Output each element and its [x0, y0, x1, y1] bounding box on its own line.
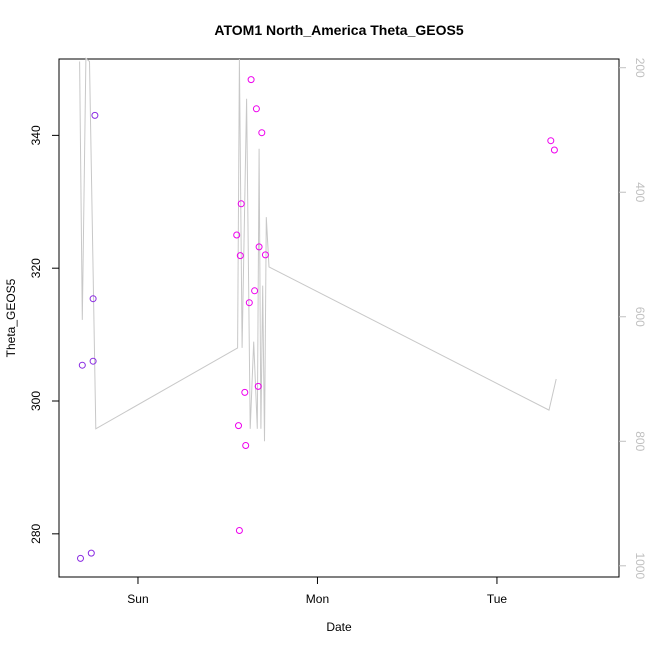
y-right-tick-label: 1000 [633, 552, 647, 579]
y-right-tick-label: 600 [633, 307, 647, 327]
data-point [254, 382, 262, 390]
data-point [241, 388, 249, 396]
y-axis-right: 200 400 600 800 1000 [619, 58, 647, 579]
data-point [87, 549, 95, 557]
series-layer [77, 57, 558, 562]
x-axis-label: Date [326, 620, 352, 634]
series-line [79, 57, 557, 442]
data-point [258, 129, 266, 137]
data-point [237, 200, 245, 208]
data-point [235, 527, 243, 534]
plot-area [58, 58, 620, 578]
data-point [261, 251, 269, 259]
data-point [247, 76, 255, 84]
data-point [89, 295, 97, 303]
y-tick-label: 340 [29, 125, 43, 145]
data-point [547, 137, 555, 145]
data-point [89, 357, 97, 365]
chart-title: ATOM1 North_America Theta_GEOS5 [214, 22, 463, 38]
y-axis-left: 280 300 320 340 [29, 125, 59, 544]
y-right-tick-label: 400 [633, 182, 647, 202]
x-tick-label: Sun [127, 592, 148, 606]
data-point [235, 422, 242, 430]
y-tick-label: 320 [29, 258, 43, 278]
data-point [252, 105, 260, 113]
y-right-tick-label: 800 [633, 431, 647, 451]
data-point [245, 299, 253, 307]
x-tick-label: Tue [487, 592, 508, 606]
data-point [242, 442, 250, 449]
x-axis: Sun Mon Tue [127, 577, 507, 606]
y-axis-label: Theta_GEOS5 [4, 278, 18, 357]
data-point [77, 554, 84, 562]
data-point [78, 361, 86, 369]
data-point [550, 146, 558, 154]
data-point [91, 111, 99, 119]
x-tick-label: Mon [306, 592, 329, 606]
data-point [251, 287, 259, 295]
y-tick-label: 300 [29, 391, 43, 411]
y-tick-label: 280 [29, 524, 43, 544]
data-point [233, 231, 241, 239]
data-point [236, 252, 244, 260]
y-right-tick-label: 200 [633, 58, 647, 78]
data-point [255, 243, 263, 251]
